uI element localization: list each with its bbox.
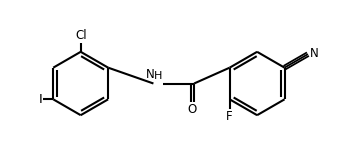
Text: N: N <box>310 47 318 60</box>
Text: F: F <box>227 110 233 123</box>
Text: H: H <box>154 71 162 81</box>
Text: I: I <box>38 93 42 106</box>
Text: N: N <box>146 68 155 81</box>
Text: Cl: Cl <box>75 29 86 42</box>
Text: O: O <box>188 103 197 116</box>
